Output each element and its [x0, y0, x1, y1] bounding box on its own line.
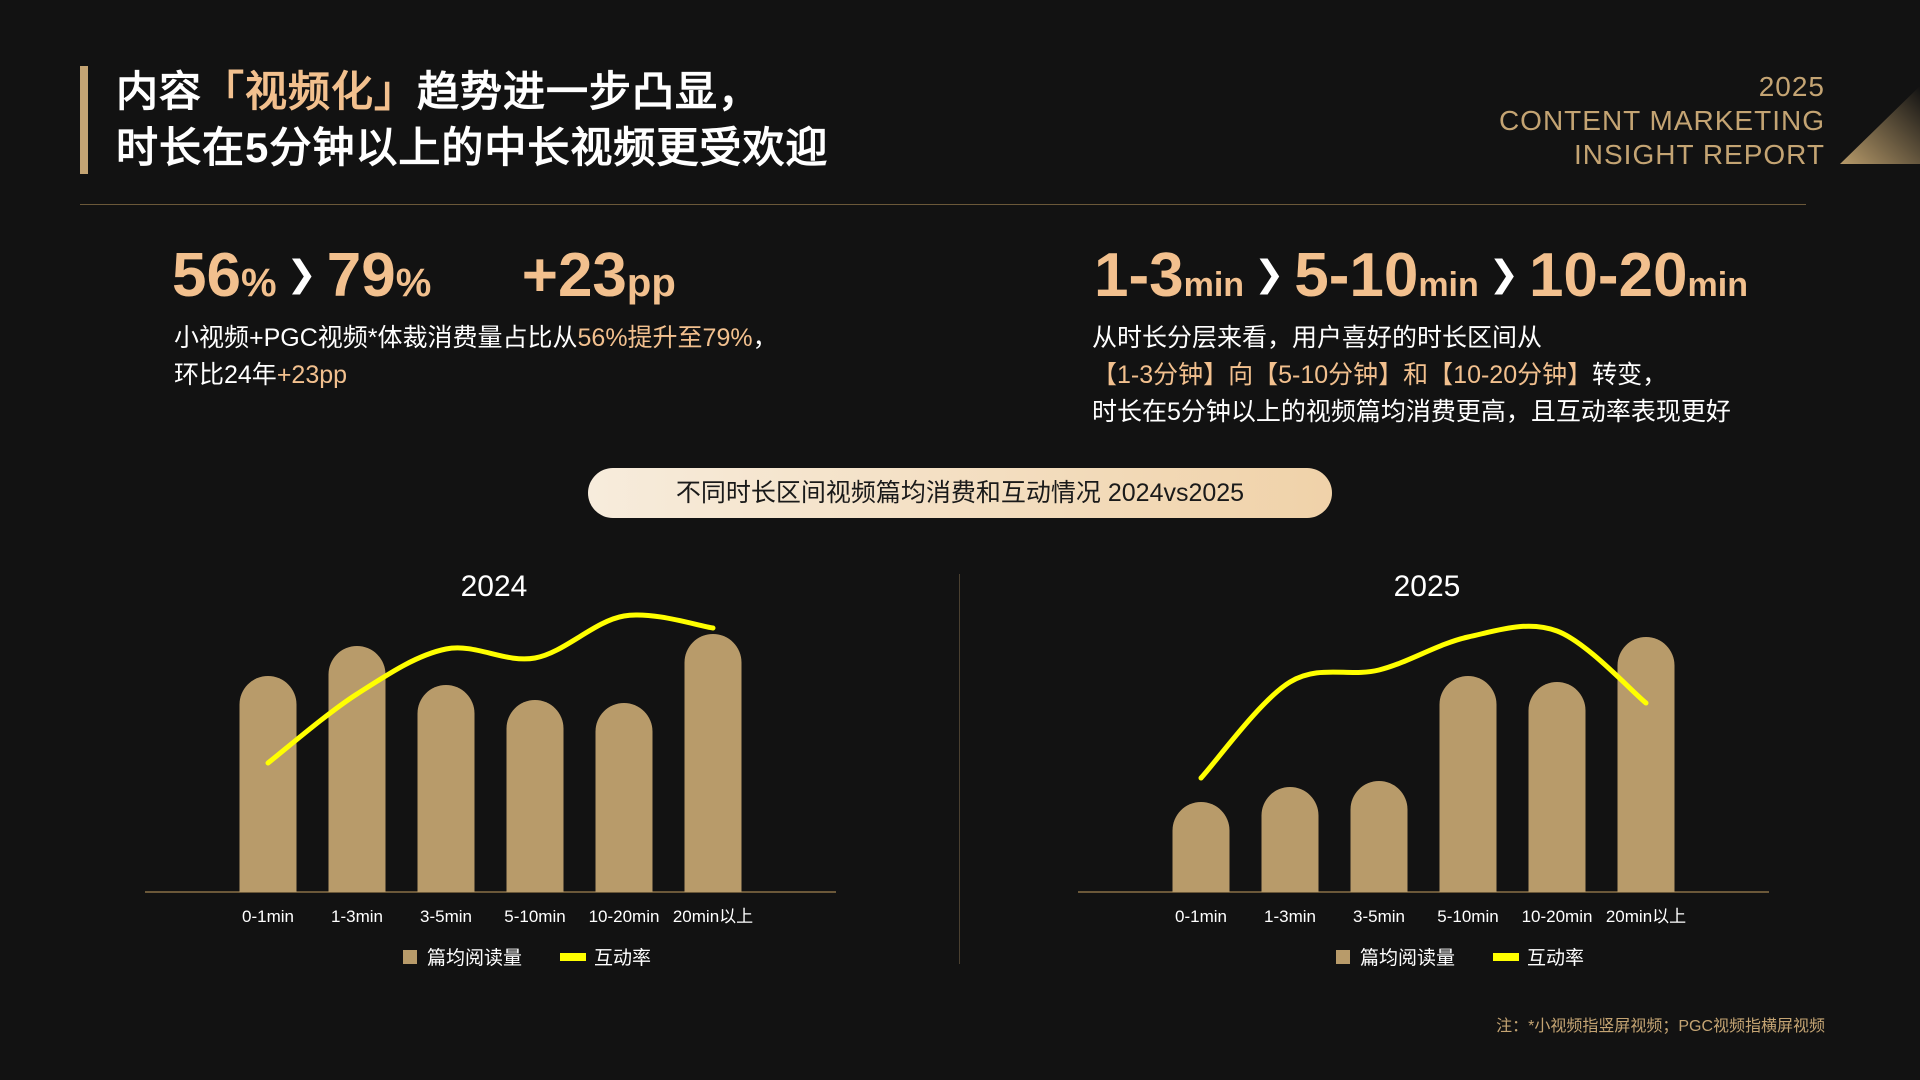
bar-3-5min — [1350, 781, 1408, 892]
bar-3-5min — [417, 685, 475, 892]
stat-left-desc-line2: 环比24年+23pp — [174, 357, 778, 394]
desc-line2-post: 转变， — [1592, 361, 1668, 389]
stat-right-desc-line2: 【1-3分钟】向【5-10分钟】和【10-20分钟】转变， — [1092, 357, 1731, 394]
x-tick-label: 20min以上 — [673, 907, 753, 926]
bar-1-3min — [328, 646, 386, 892]
title-line1-highlight: 「视频化」 — [202, 68, 418, 115]
chart-title: 2024 — [461, 570, 528, 603]
stat-right-headline: 1-3min ❯ 5-10min ❯ 10-20min — [1094, 240, 1748, 321]
report-label: 2025 CONTENT MARKETING INSIGHT REPORT — [1499, 70, 1825, 172]
chart-section-pill: 不同时长区间视频篇均消费和互动情况 2024vs2025 — [588, 468, 1332, 518]
stat-right-desc-line1: 从时长分层来看，用户喜好的时长区间从 — [1092, 324, 1543, 352]
title-line-2: 时长在5分钟以上的中长视频更受欢迎 — [116, 124, 829, 171]
x-tick-label: 0-1min — [1175, 907, 1227, 926]
x-tick-label: 1-3min — [1264, 907, 1316, 926]
desc-line2-pre: 环比24年 — [174, 361, 277, 389]
stat-from-value: 56 — [172, 241, 241, 310]
bar-10-20min — [595, 703, 653, 892]
legend-bar-label: 篇均阅读量 — [427, 947, 522, 969]
x-tick-label: 1-3min — [331, 907, 383, 926]
x-tick-label: 0-1min — [242, 907, 294, 926]
footnote: 注：*小视频指竖屏视频；PGC视频指横屏视频 — [1496, 1018, 1825, 1035]
bar-5-10min — [506, 700, 564, 892]
duration-3-unit: min — [1687, 266, 1748, 304]
desc-mid: ， — [752, 324, 778, 352]
legend-line-label: 互动率 — [594, 947, 651, 969]
title-line-1: 内容「视频化」趋势进一步凸显， — [116, 64, 828, 120]
title-line1-pre: 内容 — [116, 68, 203, 115]
chart-2024: 2024 0-1min 1-3min 3-5min 5-10min 10-20min 20m… — [145, 570, 836, 969]
arrow-icon: ❯ — [286, 252, 317, 294]
duration-2-unit: min — [1418, 266, 1479, 304]
legend-line-swatch — [560, 953, 586, 961]
title-line1-post: 趋势进一步凸显， — [417, 68, 762, 115]
title-accent-bar — [80, 66, 88, 174]
x-tick-label: 5-10min — [1437, 907, 1498, 926]
x-tick-label: 10-20min — [589, 907, 660, 926]
bar-0-1min — [239, 676, 297, 892]
arrow-icon: ❯ — [1488, 252, 1519, 294]
chart-title: 2025 — [1394, 570, 1461, 603]
header-divider — [80, 204, 1806, 205]
stat-to-unit: % — [395, 261, 432, 305]
duration-1-value: 1-3 — [1094, 241, 1184, 310]
legend-bar-label: 篇均阅读量 — [1360, 947, 1455, 969]
bar-0-1min — [1172, 802, 1230, 892]
desc-pre: 小视频+PGC视频*体裁消费量占比从 — [174, 324, 578, 352]
stat-delta-value: +23 — [521, 241, 627, 310]
bar-20min以上 — [1617, 637, 1675, 892]
x-tick-label: 20min以上 — [1606, 907, 1686, 926]
stat-delta-unit: pp — [626, 261, 676, 305]
x-tick-label: 5-10min — [504, 907, 565, 926]
legend-line-swatch — [1493, 953, 1519, 961]
interaction-rate-line — [1198, 623, 1649, 781]
interaction-rate-line — [265, 612, 716, 766]
desc-highlight: 56%提升至79% — [577, 324, 753, 352]
duration-3-value: 10-20 — [1528, 241, 1688, 310]
x-tick-label: 3-5min — [420, 907, 472, 926]
bar-5-10min — [1439, 676, 1497, 892]
report-year: 2025 — [1758, 71, 1825, 102]
legend-line-label: 互动率 — [1527, 947, 1584, 969]
stat-left-description: 小视频+PGC视频*体裁消费量占比从56%提升至79%， 环比24年+23pp — [174, 320, 778, 394]
bar-1-3min — [1261, 787, 1319, 892]
stat-to-value: 79 — [326, 241, 396, 310]
duration-1-unit: min — [1183, 266, 1245, 304]
x-tick-label: 10-20min — [1522, 907, 1593, 926]
stat-left-headline: 56% ❯ 79% +23pp — [172, 240, 676, 319]
chart-divider — [959, 574, 960, 964]
legend-bar-swatch — [403, 950, 417, 964]
report-line-2: INSIGHT REPORT — [1573, 139, 1825, 170]
desc-line2-highlight: +23pp — [276, 361, 348, 389]
stat-from-unit: % — [240, 261, 277, 305]
duration-2-value: 5-10 — [1294, 241, 1419, 310]
bar-10-20min — [1528, 682, 1586, 892]
x-tick-label: 3-5min — [1353, 907, 1405, 926]
arrow-icon: ❯ — [1254, 252, 1285, 294]
report-line-1: CONTENT MARKETING — [1498, 105, 1825, 136]
legend-bar-swatch — [1336, 950, 1350, 964]
desc-line2-highlight: 【1-3分钟】向【5-10分钟】和【10-20分钟】 — [1092, 361, 1593, 389]
bar-20min以上 — [684, 634, 742, 892]
page-title: 内容「视频化」趋势进一步凸显， 时长在5分钟以上的中长视频更受欢迎 — [116, 64, 828, 176]
corner-decoration — [1840, 86, 1920, 164]
stat-right-desc-line3: 时长在5分钟以上的视频篇均消费更高，且互动率表现更好 — [1092, 398, 1731, 426]
stat-left-desc-line1: 小视频+PGC视频*体裁消费量占比从56%提升至79%， — [174, 320, 778, 357]
stat-right-description: 从时长分层来看，用户喜好的时长区间从 【1-3分钟】向【5-10分钟】和【10-… — [1092, 320, 1731, 431]
chart-2025: 2025 0-1min 1-3min 3-5min 5-10min 10-20min 20m… — [1078, 570, 1769, 969]
